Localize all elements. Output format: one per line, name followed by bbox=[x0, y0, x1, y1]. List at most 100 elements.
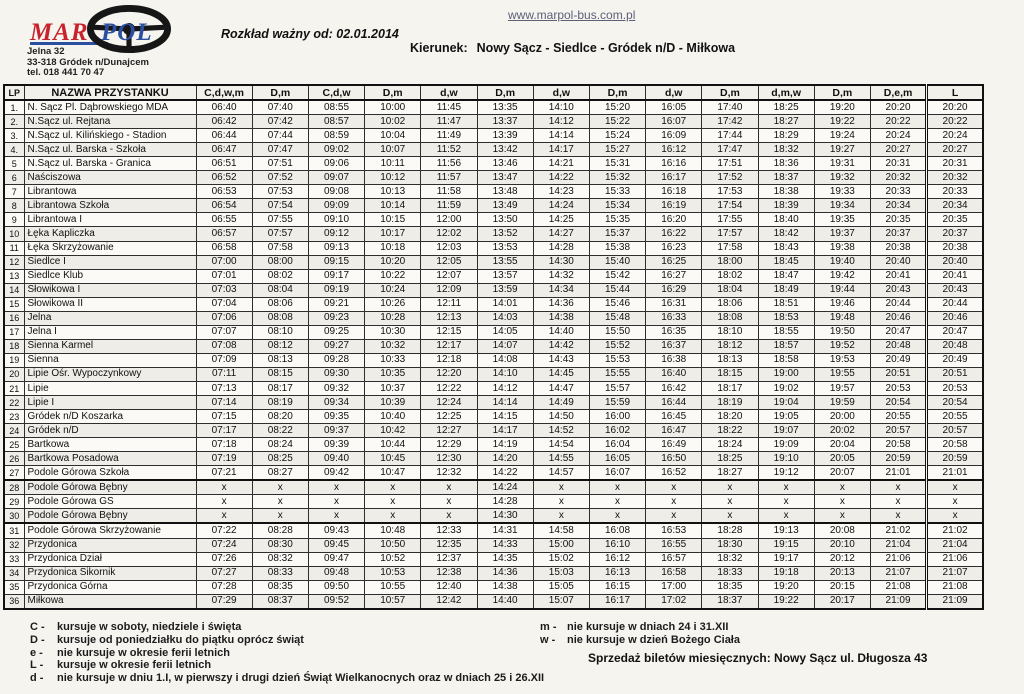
lp-cell: 17 bbox=[3, 324, 25, 340]
time-cell: 14:20 bbox=[476, 451, 534, 467]
time-cell: 11:56 bbox=[420, 156, 478, 172]
time-cell: 12:07 bbox=[420, 268, 478, 284]
website-url: www.marpol-bus.com.pl bbox=[508, 8, 636, 22]
no-service-cell: x bbox=[701, 508, 759, 524]
direction-line: Kierunek: Nowy Sącz - Siedlce - Gródek n/… bbox=[410, 41, 735, 55]
time-cell: 18:22 bbox=[701, 423, 759, 439]
no-service-cell: x bbox=[364, 494, 422, 510]
time-cell: 09:37 bbox=[307, 423, 366, 439]
service-code-header: D,e,m bbox=[869, 84, 928, 102]
time-cell: 20:20 bbox=[925, 99, 984, 116]
stop-name-cell: Gródek n/D Koszarka bbox=[23, 409, 197, 425]
time-cell: 10:47 bbox=[364, 465, 422, 481]
timetable-row: 32 Przydonica 07:24 08:30 09:45 10:50 12:35 14:… bbox=[3, 537, 984, 553]
time-cell: 18:30 bbox=[701, 537, 759, 553]
lp-cell: 24 bbox=[3, 423, 25, 439]
time-cell: 12:00 bbox=[420, 212, 478, 228]
timetable-row: 28 Podole Górowa Bębny x x x x x 14:24 x x x x x x x x bbox=[3, 479, 984, 496]
legend-line: L - kursuje w okresie ferii letnich bbox=[30, 659, 544, 672]
time-cell: 18:27 bbox=[757, 114, 815, 130]
time-cell: 16:20 bbox=[645, 212, 703, 228]
time-cell: 19:04 bbox=[757, 395, 815, 411]
time-cell: 16:45 bbox=[645, 409, 703, 425]
time-cell: 14:57 bbox=[532, 465, 590, 481]
time-cell: 16:33 bbox=[645, 310, 703, 326]
bus-timetable: LP NAZWA PRZYSTANKU C,d,w,m D,m C,d,w D,m d,w D… bbox=[3, 84, 984, 610]
time-cell: 14:22 bbox=[532, 170, 590, 186]
time-cell: 07:22 bbox=[195, 522, 253, 539]
time-cell: 18:19 bbox=[701, 395, 759, 411]
stop-name-cell: Podole Górowa Bębny bbox=[23, 508, 197, 524]
time-cell: 16:05 bbox=[645, 99, 703, 116]
timetable-row: 13 Siedlce Klub 07:01 08:02 09:17 10:22 12:07 1… bbox=[3, 268, 984, 284]
time-cell: 15:38 bbox=[588, 240, 647, 256]
time-cell: 14:36 bbox=[476, 565, 534, 581]
time-cell: 14:23 bbox=[532, 184, 590, 200]
time-cell: 20:38 bbox=[869, 240, 928, 256]
legend-line: w - nie kursuje w dzień Bożego Ciała bbox=[540, 634, 740, 647]
lp-cell: 20 bbox=[3, 366, 25, 382]
time-cell: 10:45 bbox=[364, 451, 422, 467]
time-cell: 09:08 bbox=[307, 184, 366, 200]
time-cell: 16:27 bbox=[645, 268, 703, 284]
timetable-row: 5 N.Sącz ul. Barska - Granica 06:51 07:51 09… bbox=[3, 156, 984, 172]
time-cell: 06:52 bbox=[195, 170, 253, 186]
time-cell: 16:17 bbox=[588, 593, 647, 610]
lp-cell: 27 bbox=[3, 465, 25, 481]
time-cell: 17:40 bbox=[701, 99, 759, 116]
time-cell: 13:49 bbox=[476, 198, 534, 214]
no-service-cell: x bbox=[251, 508, 309, 524]
timetable-row: 8 Librantowa Szkoła 06:54 07:54 09:09 10:14 11… bbox=[3, 198, 984, 214]
time-cell: 17:58 bbox=[701, 240, 759, 256]
time-cell: 06:40 bbox=[195, 99, 253, 116]
time-cell: 09:27 bbox=[307, 338, 366, 354]
stop-name-cell: Słowikowa I bbox=[23, 282, 197, 298]
time-cell: 20:57 bbox=[869, 423, 928, 439]
time-cell: 08:04 bbox=[251, 282, 309, 298]
time-cell: 20:20 bbox=[869, 99, 928, 116]
time-cell: 20:40 bbox=[925, 254, 984, 270]
time-cell: 07:53 bbox=[251, 184, 309, 200]
steering-wheel-icon bbox=[87, 5, 171, 53]
time-cell: 20:32 bbox=[925, 170, 984, 186]
time-cell: 10:00 bbox=[364, 99, 422, 116]
time-cell: 12:05 bbox=[420, 254, 478, 270]
time-cell: 12:13 bbox=[420, 310, 478, 326]
time-cell: 20:27 bbox=[925, 142, 984, 158]
stop-name-cell: Łęka Skrzyżowanie bbox=[23, 240, 197, 256]
time-cell: 13:37 bbox=[476, 114, 534, 130]
no-service-cell: x bbox=[925, 508, 984, 524]
service-code-header: d,m,w bbox=[757, 84, 815, 102]
time-cell: 19:35 bbox=[813, 212, 871, 228]
time-cell: 09:12 bbox=[307, 226, 366, 242]
time-cell: 10:28 bbox=[364, 310, 422, 326]
time-cell: 08:06 bbox=[251, 296, 309, 312]
time-cell: 14:08 bbox=[476, 352, 534, 368]
time-cell: 09:09 bbox=[307, 198, 366, 214]
time-cell: 15:31 bbox=[588, 156, 647, 172]
time-cell: 14:12 bbox=[476, 380, 534, 397]
lp-cell: 26 bbox=[3, 451, 25, 467]
time-cell: 10:07 bbox=[364, 142, 422, 158]
address-line: tel. 018 441 70 47 bbox=[27, 67, 105, 78]
stop-name-cell: Przydonica bbox=[23, 537, 197, 553]
timetable-header-row: LP NAZWA PRZYSTANKU C,d,w,m D,m C,d,w D,m d,w D… bbox=[3, 84, 984, 102]
time-cell: 11:47 bbox=[420, 114, 478, 130]
stop-name-cell: Librantowa bbox=[23, 184, 197, 200]
timetable-row: 26 Bartkowa Posadowa 07:19 08:25 09:40 10:45 1… bbox=[3, 451, 984, 467]
time-cell: 09:32 bbox=[307, 380, 366, 397]
time-cell: 17:00 bbox=[645, 579, 703, 595]
time-cell: 19:10 bbox=[757, 451, 815, 467]
time-cell: 08:35 bbox=[251, 579, 309, 595]
time-cell: 14:15 bbox=[476, 409, 534, 425]
time-cell: 19:24 bbox=[813, 128, 871, 144]
lp-cell: 12 bbox=[3, 254, 25, 270]
time-cell: 14:17 bbox=[476, 423, 534, 439]
time-cell: 13:55 bbox=[476, 254, 534, 270]
time-cell: 20:34 bbox=[925, 198, 984, 214]
stop-name-cell: Podole Górowa Bębny bbox=[23, 479, 197, 496]
time-cell: 20:53 bbox=[925, 380, 984, 397]
time-cell: 19:57 bbox=[813, 380, 871, 397]
time-cell: 20:34 bbox=[869, 198, 928, 214]
time-cell: 20:08 bbox=[813, 522, 871, 539]
